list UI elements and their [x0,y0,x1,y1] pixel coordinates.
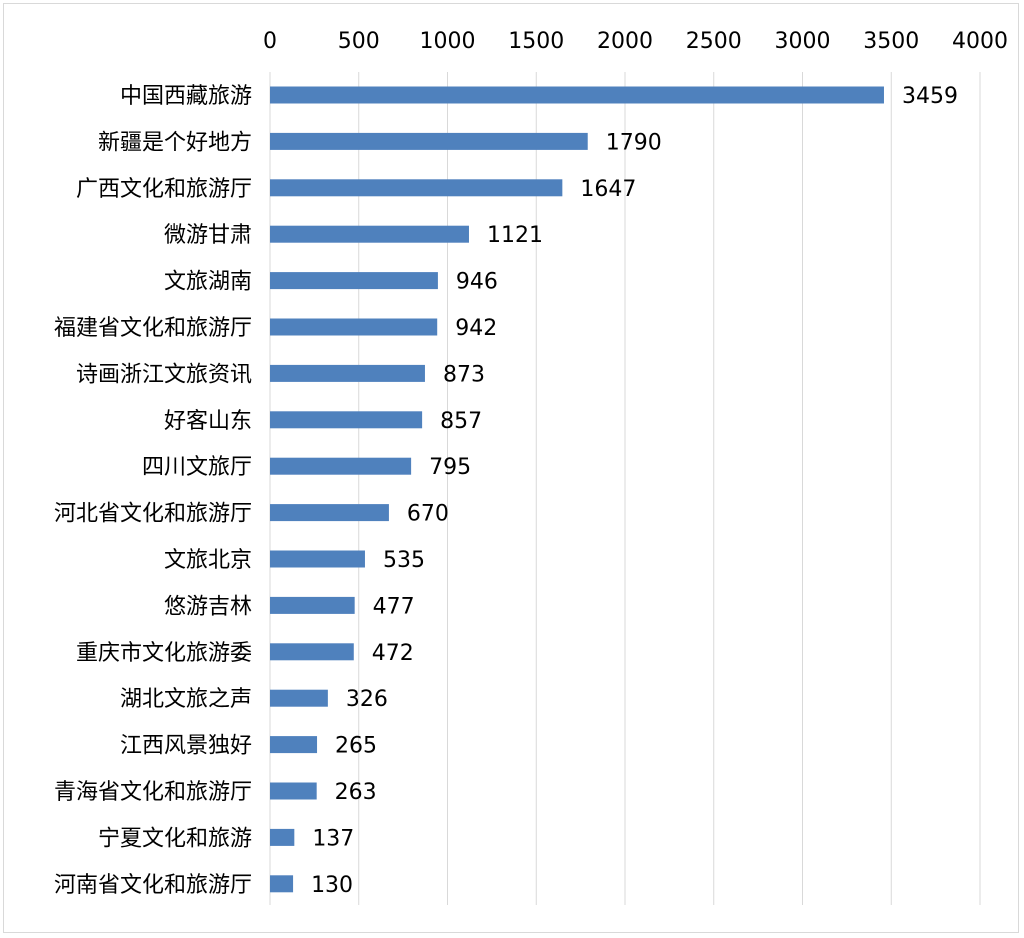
data-label: 137 [312,826,354,851]
data-label: 1121 [487,223,543,248]
bars [270,86,884,893]
bar [270,596,355,614]
bar [270,225,469,243]
data-label: 326 [346,687,388,712]
x-tick-label: 3000 [775,29,831,54]
bar [270,875,294,893]
data-label: 535 [383,548,425,573]
category-label: 重庆市文化旅游委 [76,641,252,666]
data-label: 130 [311,873,353,898]
category-label: 河北省文化和旅游厅 [54,502,252,527]
bar [270,411,423,429]
bar [270,689,328,707]
bar [270,550,365,568]
x-tick-label: 2000 [597,29,653,54]
category-label: 宁夏文化和旅游 [98,826,252,851]
category-label: 好客山东 [164,409,252,434]
data-label: 265 [335,734,377,759]
category-label: 文旅湖南 [164,270,252,295]
data-label: 942 [455,316,497,341]
x-tick-label: 4000 [952,29,1008,54]
category-label: 中国西藏旅游 [120,84,252,109]
x-tick-label: 1500 [508,29,564,54]
category-label: 江西风景独好 [120,734,252,759]
category-label: 悠游吉林 [164,594,252,619]
x-tick-label: 3500 [863,29,919,54]
bar [270,86,884,104]
data-label: 670 [407,502,449,527]
bar [270,782,317,800]
data-label: 1790 [606,130,662,155]
category-label: 青海省文化和旅游厅 [54,780,252,805]
bar [270,272,438,290]
bar [270,179,563,197]
category-label: 湖北文旅之声 [120,687,252,712]
category-label: 广西文化和旅游厅 [76,177,252,202]
x-tick-label: 1000 [420,29,476,54]
x-tick-label: 0 [263,29,277,54]
bar [270,504,389,522]
data-label: 472 [372,641,414,666]
data-label: 946 [456,270,498,295]
data-label: 477 [373,594,415,619]
category-label: 河南省文化和旅游厅 [54,873,252,898]
x-tick-label: 2500 [686,29,742,54]
category-label: 新疆是个好地方 [98,130,252,155]
data-label: 857 [440,409,482,434]
bar [270,318,438,336]
bar [270,132,588,150]
bar [270,828,295,846]
category-label: 文旅北京 [164,548,252,573]
category-label: 微游甘肃 [164,223,252,248]
gridlines [269,72,981,905]
data-label: 873 [443,362,485,387]
data-label: 1647 [580,177,636,202]
category-labels: 中国西藏旅游新疆是个好地方广西文化和旅游厅微游甘肃文旅湖南福建省文化和旅游厅诗画… [54,84,252,898]
bar [270,457,412,475]
bar [270,364,425,382]
chart-frame [3,3,1019,933]
data-label: 263 [335,780,377,805]
category-label: 福建省文化和旅游厅 [54,316,252,341]
data-labels: 3459 1790 1647 1121 946 942 873 857 795 670 535 477… [311,84,958,898]
category-label: 四川文旅厅 [142,455,252,480]
bar [270,643,354,661]
data-label: 3459 [902,84,958,109]
x-axis-tick-labels: 0 500 1000 1500 2000 2500 3000 3500 4000 [263,29,1008,54]
x-tick-label: 500 [338,29,380,54]
bar [270,736,318,754]
category-label: 诗画浙江文旅资讯 [76,362,252,387]
data-label: 795 [429,455,471,480]
